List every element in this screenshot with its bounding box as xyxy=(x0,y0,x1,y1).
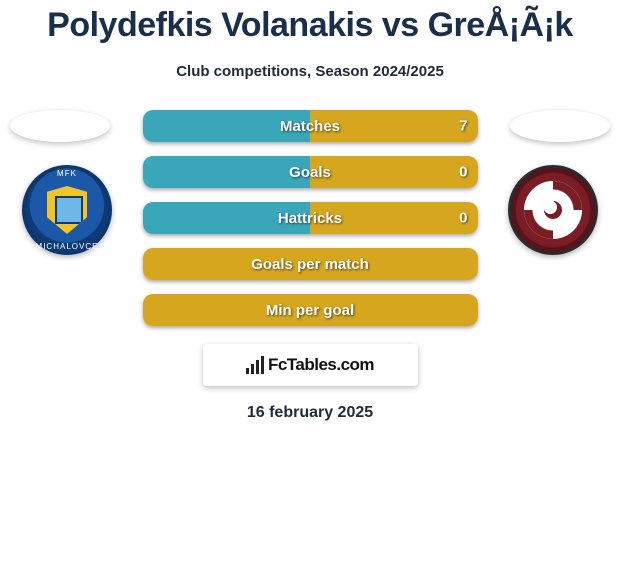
brand-badge[interactable]: FcTables.com xyxy=(203,344,418,386)
stat-row: Goals per match xyxy=(143,248,478,280)
player-left-avatar-placeholder xyxy=(10,110,110,142)
stat-fill-right xyxy=(310,156,478,188)
club-badge-left[interactable]: MFK MICHALOVCE xyxy=(22,165,112,255)
ball-icon xyxy=(544,201,562,219)
club-left-ring-text-bottom: MICHALOVCE xyxy=(22,242,112,251)
stats-list: Matches 7 Goals 0 Hattricks 0 Goals per match M… xyxy=(143,110,478,326)
shield-icon xyxy=(47,186,87,234)
stat-row: Goals 0 xyxy=(143,156,478,188)
stat-label: Matches xyxy=(280,118,340,135)
stat-label: Goals per match xyxy=(251,256,369,273)
stat-label: Goals xyxy=(289,164,331,181)
chart-icon xyxy=(246,356,264,374)
stat-row: Matches 7 xyxy=(143,110,478,142)
club-left-ring-text-top: MFK xyxy=(22,169,112,178)
stat-value-right: 0 xyxy=(459,210,467,227)
snapshot-date: 16 february 2025 xyxy=(0,404,620,422)
stat-value-right: 7 xyxy=(459,118,467,135)
stat-value-right: 0 xyxy=(459,164,467,181)
comparison-area: MFK MICHALOVCE Matches7Goals0Hattricks0G… xyxy=(0,110,620,326)
brand-text: FcTables.com xyxy=(268,355,374,375)
stat-row: Hattricks 0 xyxy=(143,202,478,234)
player-right-avatar-placeholder xyxy=(510,110,610,142)
stat-fill-left xyxy=(143,156,311,188)
club-badge-right[interactable] xyxy=(508,165,598,255)
stat-row: Min per goal xyxy=(143,294,478,326)
page-title: Polydefkis Volanakis vs GreÅ¡Ã¡k xyxy=(0,0,620,45)
stat-label: Min per goal xyxy=(266,302,354,319)
stat-label: Hattricks xyxy=(278,210,342,227)
club-right-inner xyxy=(524,181,582,239)
season-subtitle: Club competitions, Season 2024/2025 xyxy=(0,63,620,80)
